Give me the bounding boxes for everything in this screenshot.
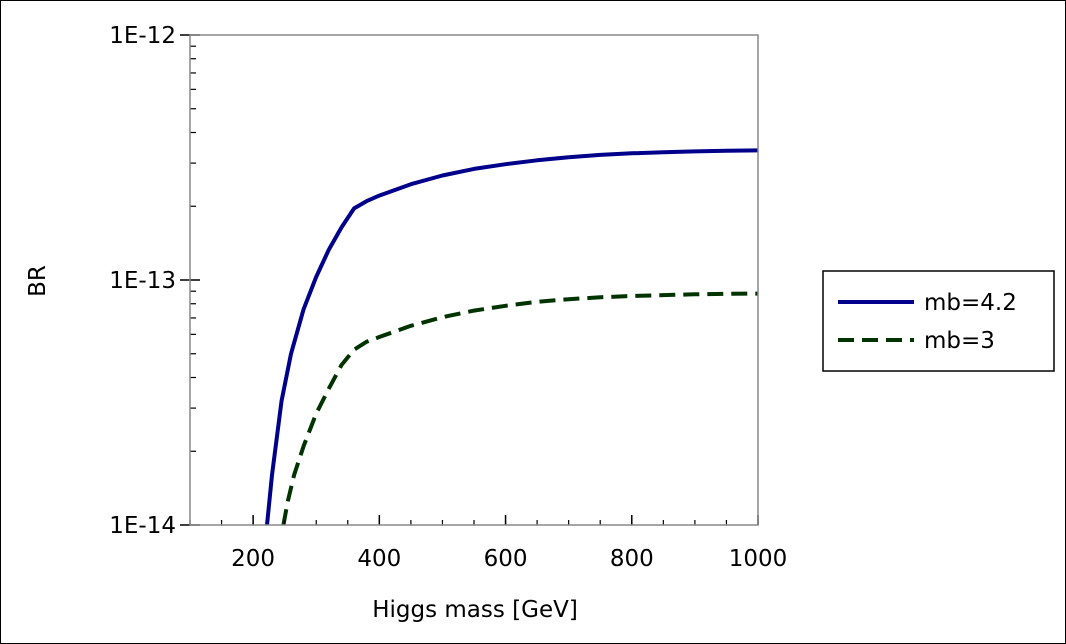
x-tick-label: 400: [357, 546, 401, 572]
series-line-0: [265, 148, 758, 525]
series-layer: [265, 148, 758, 525]
plot-area: [189, 34, 759, 526]
y-tick-label: 1E-14: [109, 513, 176, 539]
y-tick-labels: 1E-14 1E-13 1E-12: [109, 23, 176, 539]
x-tick-label: 1000: [729, 546, 788, 572]
x-tick-label: 600: [484, 546, 528, 572]
y-axis-label: BR: [25, 265, 51, 297]
legend-box: [822, 270, 1055, 372]
y-tick-label: 1E-13: [109, 268, 176, 294]
series-line-1: [281, 291, 758, 525]
legend-label-1: mb=3: [924, 328, 995, 354]
x-tick-labels: 200 400 600 800 1000: [231, 546, 787, 572]
major-ticks: [180, 34, 759, 526]
x-tick-label: 800: [610, 546, 654, 572]
x-axis-label: Higgs mass [GeV]: [372, 597, 578, 623]
y-tick-label: 1E-12: [109, 23, 176, 49]
x-tick-label: 200: [231, 546, 275, 572]
legend-label-0: mb=4.2: [924, 290, 1017, 316]
legend: mb=4.2 mb=3: [822, 270, 1055, 372]
